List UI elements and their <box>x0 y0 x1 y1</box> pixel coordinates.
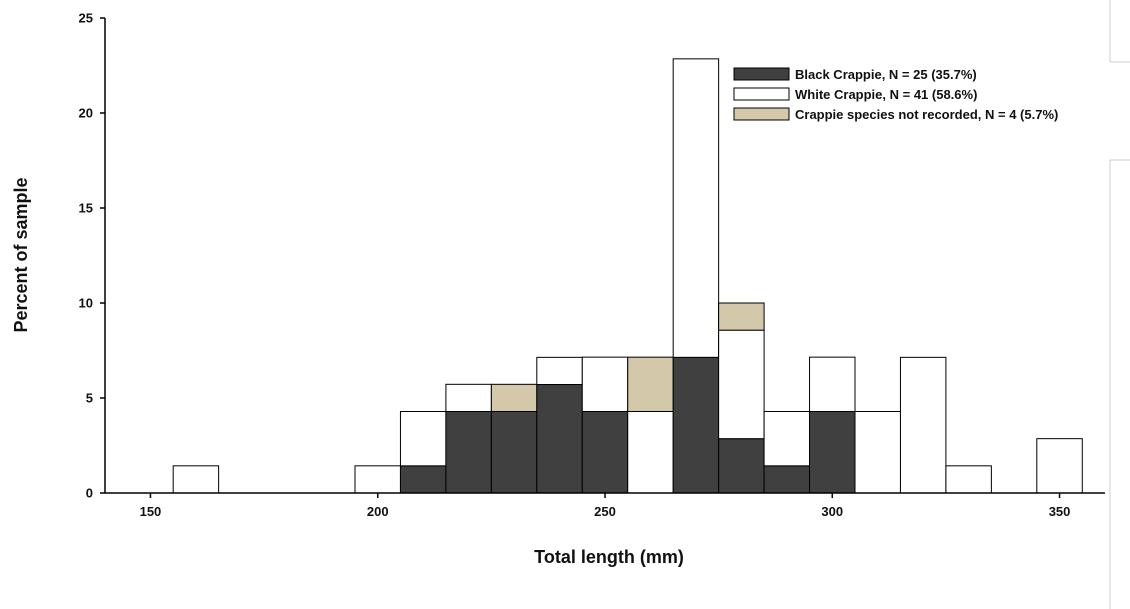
bar-series-1-bin-290 <box>763 410 811 467</box>
y-tick-label: 20 <box>79 106 93 121</box>
bar-series-1-bin-210 <box>399 410 447 467</box>
legend-swatch-0 <box>733 67 790 81</box>
legend-label-1: White Crappie, N = 41 (58.6%) <box>795 87 977 102</box>
bar-series-1-bin-260 <box>627 410 674 494</box>
bar-series-0-bin-220 <box>445 410 492 494</box>
bar-series-1-bin-220 <box>445 383 492 412</box>
bar-series-1-bin-300 <box>809 356 856 412</box>
bar-series-2-bin-280 <box>718 302 765 331</box>
x-tick-label: 350 <box>1049 504 1071 519</box>
y-axis-title: Percent of sample <box>11 177 31 332</box>
bar-series-0-bin-240 <box>536 384 583 494</box>
bar-series-0-bin-210 <box>399 465 447 494</box>
legend-label-2: Crappie species not recorded, N = 4 (5.7… <box>795 107 1058 122</box>
bar-series-0-bin-230 <box>490 410 538 494</box>
x-tick-label: 250 <box>594 504 616 519</box>
bar-series-1-bin-270 <box>672 58 720 358</box>
bar-series-1-bin-350 <box>1036 438 1083 494</box>
right-margin-decoration <box>1109 0 1130 609</box>
x-tick-label: 150 <box>140 504 162 519</box>
bar-series-0-bin-250 <box>581 410 629 494</box>
bar-series-0-bin-290 <box>763 465 811 494</box>
x-tick-label: 200 <box>367 504 389 519</box>
bar-series-1-bin-280 <box>718 329 765 440</box>
bar-series-1-bin-310 <box>854 410 901 494</box>
legend-swatch-1 <box>733 87 790 101</box>
y-tick-label: 0 <box>86 486 93 501</box>
y-tick-label: 25 <box>79 11 93 26</box>
bar-group <box>172 58 1083 494</box>
axes: 0 5 10 15 20 25 150 200 250 300 350 <box>79 11 1105 519</box>
y-tick-label: 5 <box>86 391 93 406</box>
y-tick-label: 15 <box>79 201 93 216</box>
bar-series-1-bin-320 <box>899 356 947 494</box>
bar-series-2-bin-230 <box>490 383 538 412</box>
legend: Black Crappie, N = 25 (35.7%) White Crapp… <box>733 67 1058 122</box>
bar-series-1-bin-200 <box>354 465 401 494</box>
bar-series-2-bin-260 <box>627 356 674 412</box>
bar-series-0-bin-270 <box>672 356 720 494</box>
bar-series-1-bin-160 <box>172 465 220 494</box>
x-axis-title: Total length (mm) <box>534 547 684 567</box>
bar-series-1-bin-240 <box>536 356 583 386</box>
x-tick-label: 300 <box>821 504 843 519</box>
bar-series-0-bin-300 <box>809 410 856 494</box>
legend-swatch-2 <box>733 107 790 121</box>
y-tick-label: 10 <box>79 296 93 311</box>
bar-series-1-bin-330 <box>945 465 992 494</box>
bar-series-0-bin-280 <box>718 438 765 494</box>
bar-series-1-bin-250 <box>581 356 629 412</box>
legend-label-0: Black Crappie, N = 25 (35.7%) <box>795 67 977 82</box>
